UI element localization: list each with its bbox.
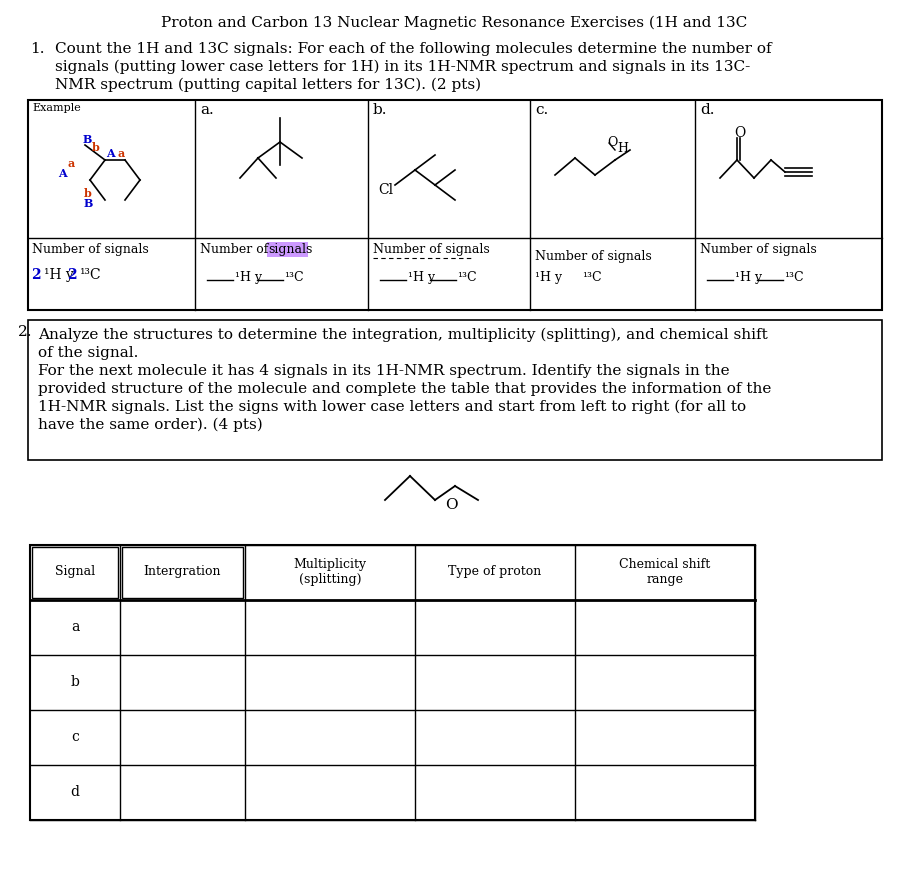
Text: 2: 2: [68, 268, 83, 282]
Text: 1.: 1.: [30, 42, 44, 56]
Text: d: d: [71, 785, 80, 799]
Text: a.: a.: [200, 103, 213, 117]
Text: 1H-NMR signals. List the signs with lower case letters and start from left to ri: 1H-NMR signals. List the signs with lowe…: [38, 400, 746, 415]
Text: provided structure of the molecule and complete the table that provides the info: provided structure of the molecule and c…: [38, 382, 772, 396]
Text: have the same order). (4 pts): have the same order). (4 pts): [38, 418, 262, 432]
Text: a: a: [118, 148, 125, 159]
Text: Chemical shift
range: Chemical shift range: [619, 558, 711, 586]
Text: A: A: [106, 148, 114, 159]
Text: Example: Example: [32, 103, 81, 113]
Text: of the signal.: of the signal.: [38, 346, 138, 360]
Text: ¹³C: ¹³C: [284, 271, 303, 284]
Text: 2: 2: [32, 268, 46, 282]
Text: a: a: [71, 620, 79, 634]
Text: signals (putting lower case letters for 1H) in its 1H-NMR spectrum and signals i: signals (putting lower case letters for …: [55, 60, 750, 74]
Text: ¹³C: ¹³C: [582, 271, 602, 284]
Text: c: c: [71, 730, 79, 744]
Text: Number of signals: Number of signals: [373, 243, 489, 256]
Text: ¹H y: ¹H y: [535, 271, 562, 284]
Text: b: b: [84, 188, 92, 199]
Text: A: A: [58, 168, 66, 179]
Text: d.: d.: [700, 103, 715, 117]
Text: Cl: Cl: [378, 183, 393, 197]
Text: c.: c.: [535, 103, 548, 117]
Text: Number of signals: Number of signals: [32, 243, 149, 256]
Text: ¹³C: ¹³C: [80, 268, 102, 282]
Text: b: b: [71, 675, 79, 689]
Text: ¹H y: ¹H y: [408, 271, 435, 284]
Text: Number of signals: Number of signals: [535, 250, 652, 263]
Text: 2.: 2.: [18, 325, 33, 339]
Text: B: B: [84, 198, 94, 209]
Text: ¹³C: ¹³C: [457, 271, 477, 284]
Text: a: a: [67, 158, 74, 169]
Text: b: b: [92, 142, 100, 153]
Text: For the next molecule it has 4 signals in its 1H-NMR spectrum. Identify the sign: For the next molecule it has 4 signals i…: [38, 364, 730, 378]
Text: Intergration: Intergration: [143, 566, 221, 579]
Text: Proton and Carbon 13 Nuclear Magnetic Resonance Exercises (1H and 13C: Proton and Carbon 13 Nuclear Magnetic Re…: [161, 16, 747, 31]
Text: ¹H y: ¹H y: [44, 268, 78, 282]
Text: signals: signals: [268, 243, 312, 256]
Text: Number of signals: Number of signals: [700, 243, 817, 256]
FancyBboxPatch shape: [122, 547, 243, 598]
Text: ¹³C: ¹³C: [784, 271, 804, 284]
FancyBboxPatch shape: [32, 547, 118, 598]
Text: Analyze the structures to determine the integration, multiplicity (splitting), a: Analyze the structures to determine the …: [38, 328, 768, 342]
Text: NMR spectrum (putting capital letters for 13C). (2 pts): NMR spectrum (putting capital letters fo…: [55, 78, 481, 93]
Text: B: B: [83, 134, 93, 145]
Text: b.: b.: [373, 103, 388, 117]
Text: Signal: Signal: [55, 566, 95, 579]
Text: ¹H y: ¹H y: [735, 271, 762, 284]
Text: Count the 1H and 13C signals: For each of the following molecules determine the : Count the 1H and 13C signals: For each o…: [55, 42, 772, 56]
Text: Number of: Number of: [200, 243, 272, 256]
Text: Multiplicity
(splitting): Multiplicity (splitting): [293, 558, 367, 586]
Text: O: O: [445, 498, 458, 512]
Text: O: O: [734, 126, 745, 140]
Text: ¹H y: ¹H y: [235, 271, 262, 284]
FancyBboxPatch shape: [267, 242, 308, 257]
Text: O: O: [607, 136, 617, 149]
Text: H: H: [617, 142, 628, 155]
Text: Type of proton: Type of proton: [449, 566, 542, 579]
